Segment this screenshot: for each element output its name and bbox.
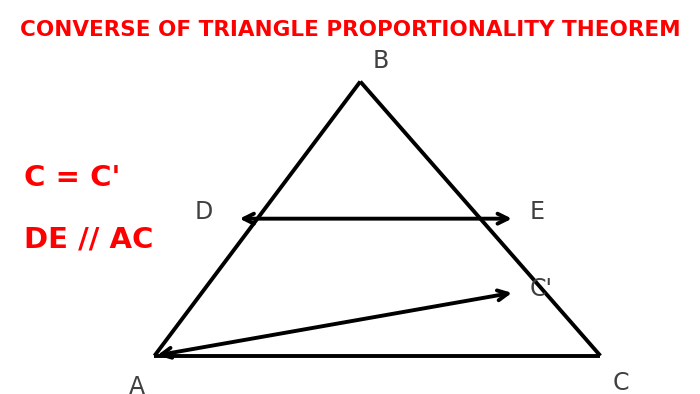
Text: D: D xyxy=(195,201,213,225)
Text: C': C' xyxy=(530,277,553,301)
Text: C = C': C = C' xyxy=(24,164,120,191)
Text: C: C xyxy=(612,371,629,394)
Text: A: A xyxy=(130,375,146,394)
Text: DE // AC: DE // AC xyxy=(24,225,153,253)
Text: B: B xyxy=(372,49,389,73)
Text: CONVERSE OF TRIANGLE PROPORTIONALITY THEOREM: CONVERSE OF TRIANGLE PROPORTIONALITY THE… xyxy=(20,20,680,41)
Text: E: E xyxy=(530,201,545,225)
